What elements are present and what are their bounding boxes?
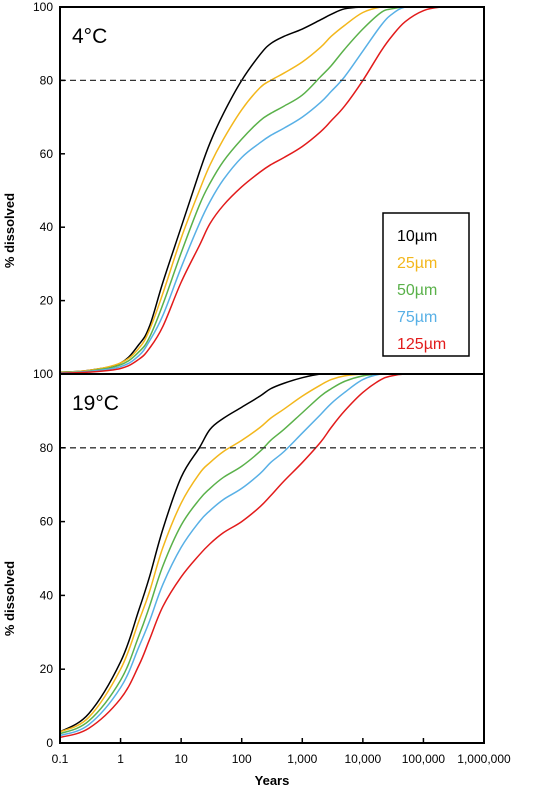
y-tick-label: 60 (40, 515, 54, 529)
legend-entry-25-m: 25µm (397, 255, 437, 272)
x-tick-label: 0.1 (52, 752, 69, 766)
x-axis-ticks: 0.1 1 10 100 1,000 10,000 100,000 1,000,000 (52, 738, 511, 766)
legend-entry-75-m: 75µm (397, 309, 437, 326)
y-tick-label: 20 (40, 294, 54, 308)
y-tick-label: 100 (33, 367, 53, 381)
y-tick-label: 80 (40, 73, 54, 87)
legend-box (382, 212, 470, 357)
series-line-125-m-4-c (59, 6, 466, 375)
y-tick-label: 80 (40, 441, 54, 455)
x-tick-label: 1,000 (287, 752, 317, 766)
y-tick-label: 20 (40, 662, 54, 676)
series-line-75-m-19-c (59, 373, 466, 737)
legend-entry-10-m: 10µm (397, 228, 437, 245)
y-axis-ticks-4c: 20 40 60 80 100 (33, 0, 65, 308)
panel-4c: 20 40 60 80 100 4°C % dissolved 10µm 25µm 50µm… (2, 0, 485, 375)
x-axis-label: Years (255, 773, 290, 788)
y-tick-label: 0 (46, 736, 53, 750)
x-tick-label: 1,000,000 (457, 752, 511, 766)
plot-frame-19c (59, 373, 485, 744)
y-axis-ticks-19c: 0 20 40 60 80 100 (33, 367, 65, 750)
y-axis-label-4c: % dissolved (2, 193, 17, 268)
panel-label-19c: 19°C (72, 392, 119, 415)
legend-entry-125-m: 125µm (397, 336, 446, 353)
x-tick-label: 100,000 (402, 752, 446, 766)
legend: 10µm 25µm 50µm 75µm 125µm (382, 212, 470, 357)
panel-19c: 0 20 40 60 80 100 0.1 1 10 100 1,000 10,000 100,000… (2, 367, 511, 788)
y-axis-label-19c: % dissolved (2, 561, 17, 636)
y-tick-label: 40 (40, 588, 54, 602)
x-tick-label: 100 (232, 752, 252, 766)
series-line-50-m-19-c (59, 373, 466, 735)
x-tick-label: 1 (117, 752, 124, 766)
y-tick-label: 100 (33, 0, 53, 14)
y-tick-label: 40 (40, 220, 54, 234)
x-tick-label: 10 (174, 752, 188, 766)
legend-entry-50-m: 50µm (397, 282, 437, 299)
series-lines-19c (59, 373, 466, 739)
panel-label-4c: 4°C (72, 25, 107, 48)
x-tick-label: 10,000 (345, 752, 382, 766)
series-line-125-m-19-c (59, 373, 466, 739)
y-tick-label: 60 (40, 147, 54, 161)
